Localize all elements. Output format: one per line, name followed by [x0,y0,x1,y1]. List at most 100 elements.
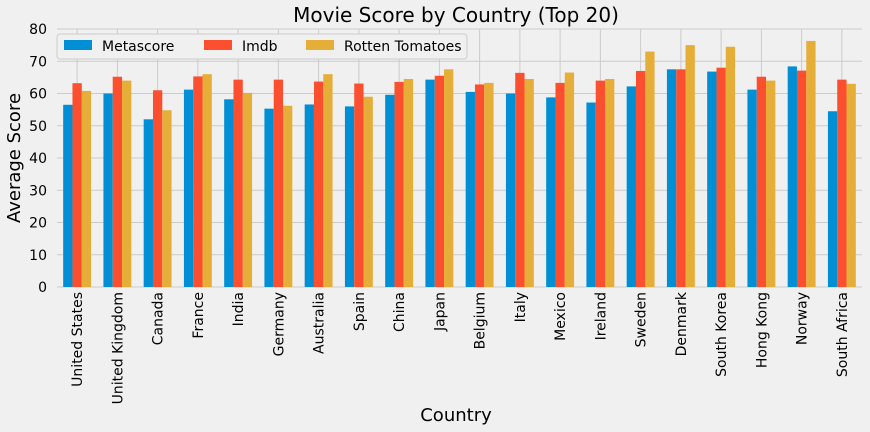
x-tick-label: United States [70,292,86,387]
x-tick-label: Japan [432,292,448,332]
x-tick-label: Ireland [593,292,609,340]
bar-imdb [635,70,646,287]
y-tick-label: 80 [29,22,47,38]
bar-metascore [103,93,113,287]
bar-metascore [304,104,314,287]
bar-metascore [385,94,395,287]
bar-imdb [273,79,284,287]
bars-layer [63,40,856,288]
bar-metascore [465,91,475,287]
bar-imdb [756,76,767,287]
bar-metascore [143,119,153,287]
x-tick-label: Mexico [553,292,569,341]
bar-metascore [747,89,757,287]
bar-imdb [796,70,807,287]
bar-rotten-tomatoes [605,78,615,287]
x-tick-label: Canada [151,292,167,345]
bar-metascore [586,102,596,287]
bar-imdb [837,79,847,287]
bar-rotten-tomatoes [202,74,212,288]
x-tick-label: Belgium [473,292,489,349]
x-tick-label: Denmark [674,291,690,356]
y-tick-label: 0 [38,280,47,296]
bar-metascore [707,71,717,287]
x-tick-label: Norway [795,292,811,345]
x-tick-label: Australia [312,292,328,354]
y-tick-label: 10 [29,248,47,264]
bar-metascore [546,97,556,288]
bar-rotten-tomatoes [242,92,253,287]
bar-rotten-tomatoes [766,80,776,287]
legend-label: Imdb [242,39,278,55]
x-tick-label: Germany [271,292,287,356]
y-tick-label: 70 [29,54,47,70]
bar-imdb [394,81,404,287]
y-tick-label: 50 [29,119,47,135]
bar-imdb [313,81,324,287]
bar-imdb [434,75,445,287]
bar-metascore [425,79,435,287]
legend: Metascore Imdb Rotten Tomatoes [56,33,468,60]
bar-imdb [595,80,606,287]
bar-rotten-tomatoes [645,51,655,288]
y-tick-labels: 0 10 20 30 40 50 60 70 80 [29,22,47,296]
bar-imdb [515,72,525,287]
bar-imdb [716,67,726,287]
bar-rotten-tomatoes [806,40,816,288]
bar-imdb [555,82,565,287]
bar-metascore [224,99,234,288]
bar-imdb [354,83,364,287]
bar-imdb [152,90,163,288]
bar-metascore [63,104,73,287]
y-tick-label: 60 [29,87,47,103]
y-tick-label: 20 [29,216,47,232]
chart-title: Movie Score by Country (Top 20) [293,3,619,27]
x-tick-label: India [231,292,247,326]
bar-rotten-tomatoes [81,90,92,287]
x-tick-label: United Kingdom [110,292,126,404]
bar-rotten-tomatoes [403,78,414,287]
x-axis-label: Country [420,405,492,426]
bar-rotten-tomatoes [363,96,373,287]
bar-metascore [827,111,838,287]
bar-rotten-tomatoes [323,74,333,288]
bar-metascore [626,86,636,287]
bar-imdb [112,76,123,287]
x-tick-label: South Korea [714,292,730,377]
legend-label: Metascore [102,39,174,55]
bar-rotten-tomatoes [685,45,695,287]
bar-rotten-tomatoes [725,46,736,287]
bar-rotten-tomatoes [524,78,534,287]
bar-rotten-tomatoes [283,105,293,287]
bar-rotten-tomatoes [162,110,172,288]
bar-imdb [72,83,82,288]
x-tick-labels: United States United Kingdom Canada France I… [70,291,851,404]
bar-metascore [264,108,274,287]
x-tick-label: China [392,292,408,332]
x-tick-label: South Africa [835,292,851,377]
legend-swatch [64,40,92,50]
legend-swatch [204,40,232,50]
bar-rotten-tomatoes [122,80,132,287]
y-tick-label: 30 [29,183,47,199]
bar-imdb [474,84,485,287]
bar-imdb [233,79,243,287]
bar-rotten-tomatoes [846,83,856,287]
x-tick-label: Hong Kong [754,292,770,368]
bar-imdb [676,69,686,287]
bar-metascore [183,89,194,287]
x-tick-label: Sweden [634,292,650,347]
bar-metascore [666,69,677,287]
bar-metascore [787,66,797,287]
bar-metascore [344,106,355,288]
bar-rotten-tomatoes [444,69,454,287]
legend-label: Rotten Tomatoes [344,39,462,55]
y-tick-label: 40 [29,151,47,167]
x-tick-label: France [191,292,207,339]
legend-swatch [306,40,334,50]
x-tick-label: Spain [352,292,368,331]
y-axis-label: Average Score [4,93,25,223]
x-tick-label: Italy [513,292,529,322]
bar-metascore [505,93,516,287]
